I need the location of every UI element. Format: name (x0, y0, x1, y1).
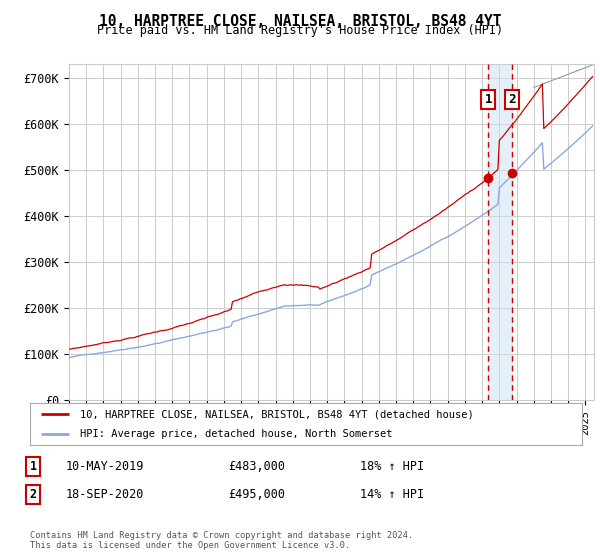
Text: £483,000: £483,000 (228, 460, 285, 473)
Text: 10-MAY-2019: 10-MAY-2019 (66, 460, 145, 473)
Text: 14% ↑ HPI: 14% ↑ HPI (360, 488, 424, 501)
Text: 1: 1 (29, 460, 37, 473)
Text: £495,000: £495,000 (228, 488, 285, 501)
Bar (488, 64, 512, 400)
Text: Price paid vs. HM Land Registry's House Price Index (HPI): Price paid vs. HM Land Registry's House … (97, 24, 503, 37)
Text: 18-SEP-2020: 18-SEP-2020 (66, 488, 145, 501)
Text: 1: 1 (485, 93, 492, 106)
Text: Contains HM Land Registry data © Crown copyright and database right 2024.
This d: Contains HM Land Registry data © Crown c… (30, 530, 413, 550)
Text: 10, HARPTREE CLOSE, NAILSEA, BRISTOL, BS48 4YT: 10, HARPTREE CLOSE, NAILSEA, BRISTOL, BS… (99, 14, 501, 29)
Text: 2: 2 (29, 488, 37, 501)
Text: 2: 2 (508, 93, 515, 106)
Text: 10, HARPTREE CLOSE, NAILSEA, BRISTOL, BS48 4YT (detached house): 10, HARPTREE CLOSE, NAILSEA, BRISTOL, BS… (80, 409, 473, 419)
Text: 18% ↑ HPI: 18% ↑ HPI (360, 460, 424, 473)
Text: HPI: Average price, detached house, North Somerset: HPI: Average price, detached house, Nort… (80, 430, 392, 439)
